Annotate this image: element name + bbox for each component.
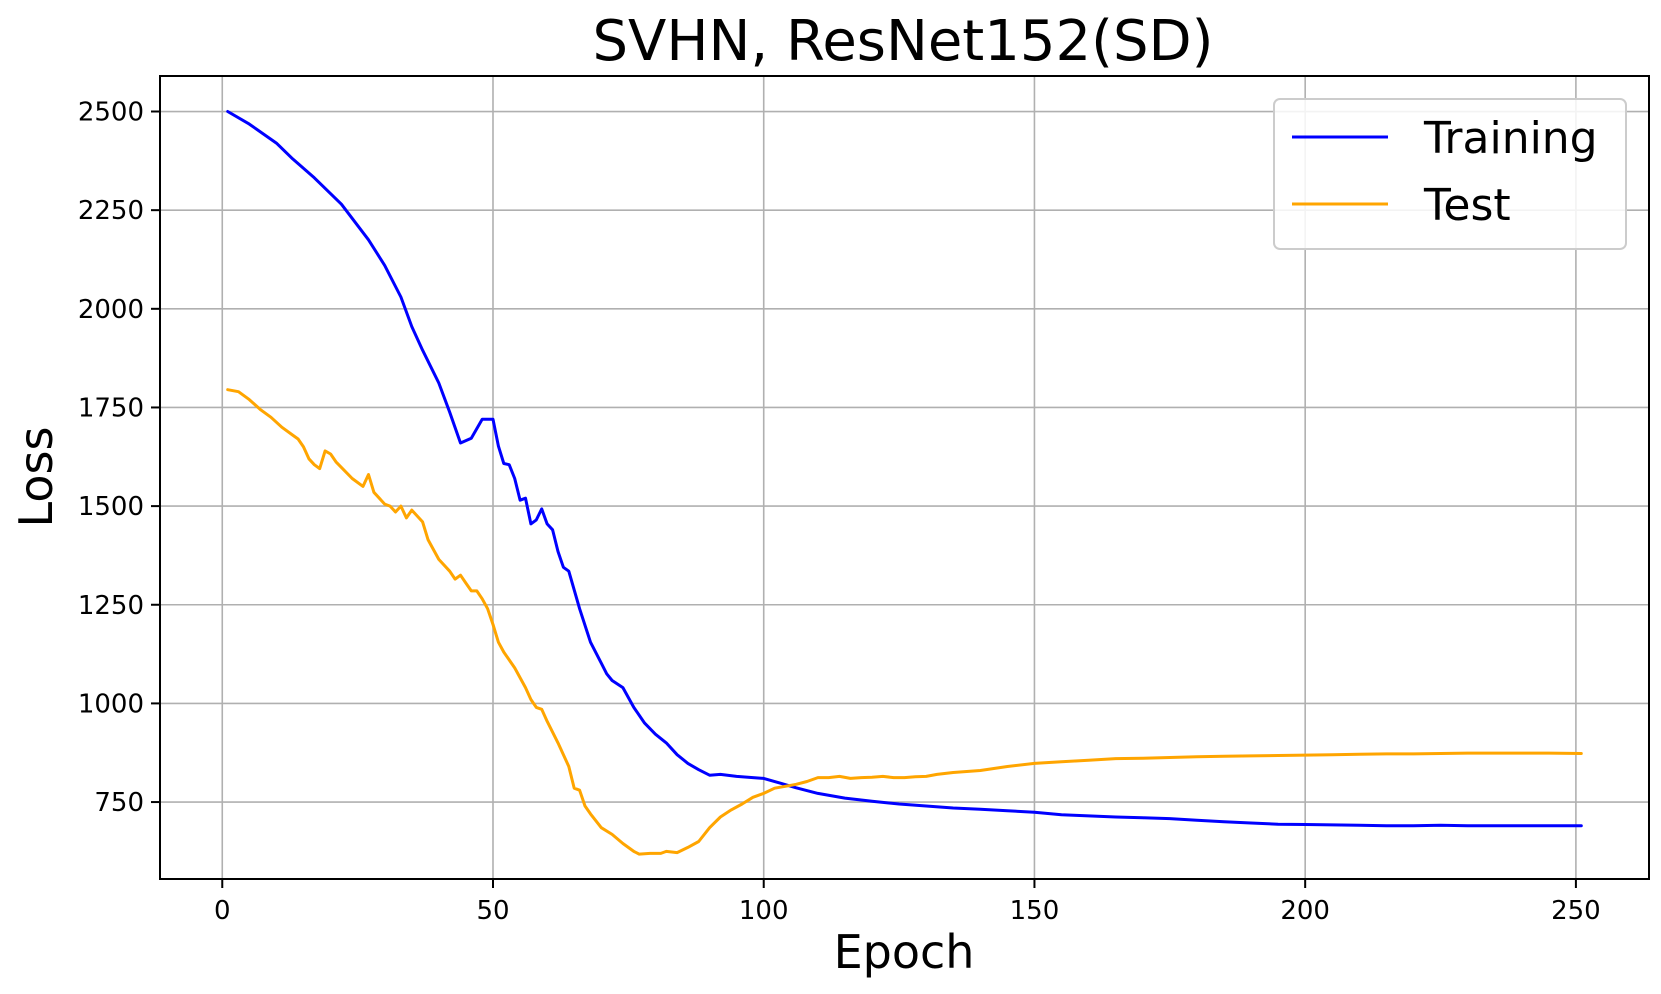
legend: Training Test: [1273, 98, 1627, 250]
x-tick-label: 100: [739, 896, 789, 926]
legend-label-test: Test: [1423, 180, 1511, 231]
y-axis-label: Loss: [9, 427, 63, 528]
tick-layer: 0 50 100 150 200 250 750 1000 1250 1500 1750 2000 22…: [78, 98, 1601, 926]
y-tick-label: 1000: [78, 689, 144, 719]
series-line-training: [226, 110, 1583, 828]
y-tick-label: 1250: [78, 591, 144, 621]
y-tick-label: 1500: [78, 492, 144, 522]
y-tick-label: 750: [94, 788, 144, 818]
chart-title: SVHN, ResNet152(SD): [592, 9, 1213, 74]
y-tick-label: 2500: [78, 98, 144, 128]
series-layer: [226, 110, 1583, 856]
x-tick-label: 200: [1280, 896, 1330, 926]
y-tick-label: 1750: [78, 393, 144, 423]
y-tick-label: 2000: [78, 295, 144, 325]
legend-label-training: Training: [1423, 113, 1598, 164]
y-tick-label: 2250: [78, 196, 144, 226]
x-tick-label: 250: [1551, 896, 1601, 926]
x-tick-label: 50: [476, 896, 509, 926]
x-tick-label: 150: [1010, 896, 1060, 926]
x-tick-label: 0: [214, 896, 231, 926]
x-axis-label: Epoch: [834, 925, 975, 979]
series-line-test: [226, 388, 1583, 856]
plot-frame: [159, 75, 1650, 880]
